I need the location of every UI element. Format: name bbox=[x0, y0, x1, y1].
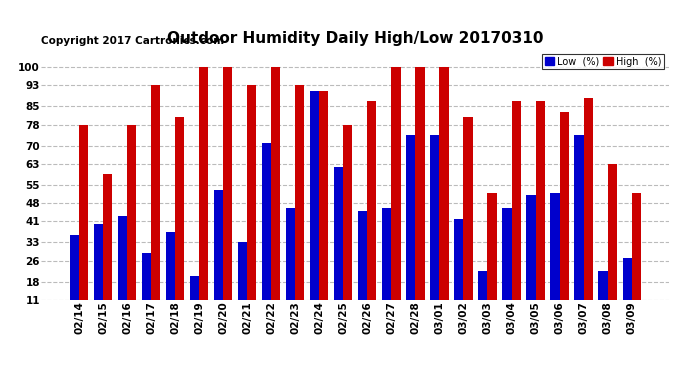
Bar bbox=[103, 174, 112, 329]
Bar bbox=[551, 193, 560, 329]
Bar bbox=[502, 209, 511, 329]
Bar bbox=[94, 224, 103, 329]
Title: Outdoor Humidity Daily High/Low 20170310: Outdoor Humidity Daily High/Low 20170310 bbox=[167, 31, 544, 46]
Bar bbox=[631, 193, 641, 329]
Bar bbox=[478, 271, 487, 329]
Legend: Low  (%), High  (%): Low (%), High (%) bbox=[542, 54, 664, 69]
Bar bbox=[262, 143, 271, 329]
Bar bbox=[391, 67, 400, 329]
Bar bbox=[560, 112, 569, 329]
Bar bbox=[238, 242, 247, 329]
Bar bbox=[319, 91, 328, 329]
Bar bbox=[535, 101, 544, 329]
Bar bbox=[142, 253, 151, 329]
Bar bbox=[199, 67, 208, 329]
Bar bbox=[358, 211, 367, 329]
Bar bbox=[598, 271, 608, 329]
Bar bbox=[382, 209, 391, 329]
Bar bbox=[622, 258, 631, 329]
Bar bbox=[344, 124, 353, 329]
Bar bbox=[526, 195, 535, 329]
Bar bbox=[431, 135, 440, 329]
Bar bbox=[118, 216, 127, 329]
Bar bbox=[584, 99, 593, 329]
Bar bbox=[190, 276, 199, 329]
Bar bbox=[608, 164, 617, 329]
Bar bbox=[464, 117, 473, 329]
Bar bbox=[271, 67, 280, 329]
Bar bbox=[79, 124, 88, 329]
Bar bbox=[367, 101, 377, 329]
Text: Copyright 2017 Cartronics.com: Copyright 2017 Cartronics.com bbox=[41, 36, 224, 46]
Bar bbox=[224, 67, 233, 329]
Bar bbox=[70, 235, 79, 329]
Bar bbox=[575, 135, 584, 329]
Bar bbox=[127, 124, 136, 329]
Bar bbox=[166, 232, 175, 329]
Bar bbox=[454, 219, 464, 329]
Bar bbox=[295, 86, 304, 329]
Bar bbox=[214, 190, 224, 329]
Bar bbox=[310, 91, 319, 329]
Bar bbox=[440, 67, 449, 329]
Bar bbox=[415, 67, 424, 329]
Bar bbox=[487, 193, 497, 329]
Bar bbox=[175, 117, 184, 329]
Bar bbox=[286, 209, 295, 329]
Bar bbox=[511, 101, 521, 329]
Bar bbox=[151, 86, 160, 329]
Bar bbox=[247, 86, 257, 329]
Bar bbox=[406, 135, 415, 329]
Bar bbox=[334, 166, 344, 329]
